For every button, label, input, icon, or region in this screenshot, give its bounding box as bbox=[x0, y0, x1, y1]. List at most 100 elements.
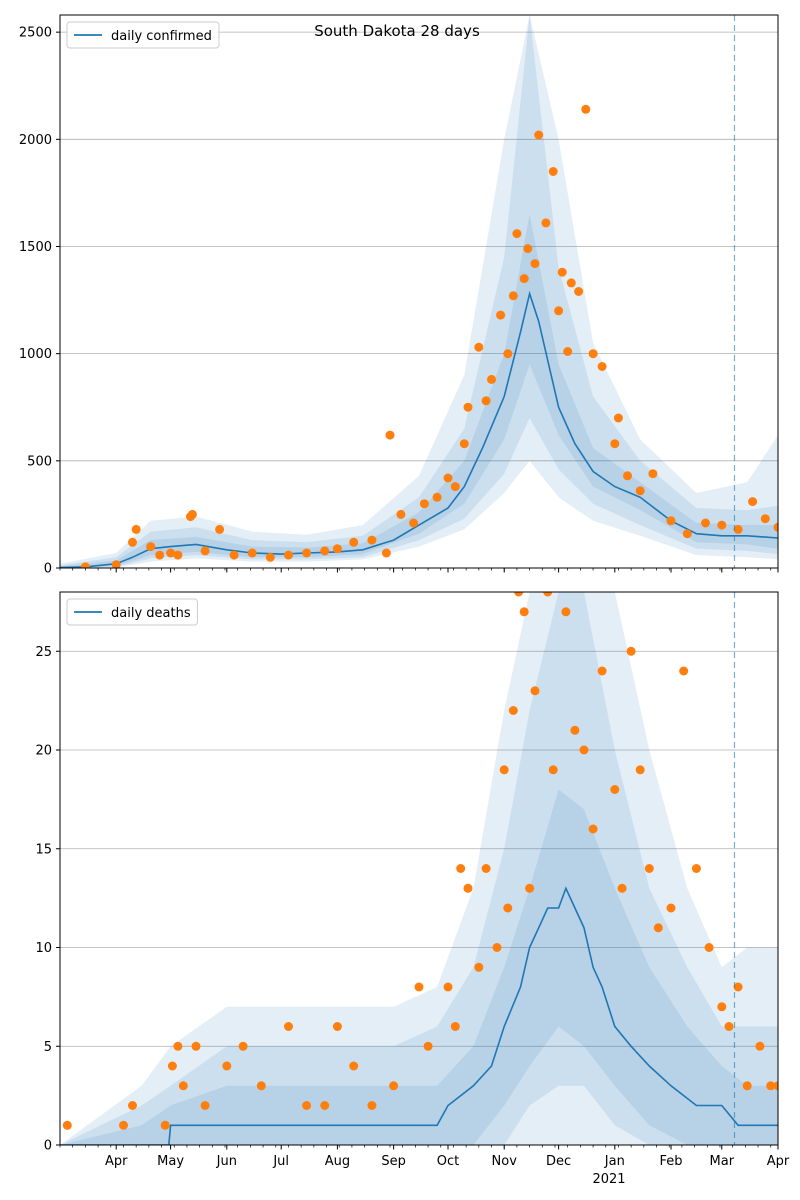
observed-point bbox=[284, 550, 293, 560]
observed-point bbox=[160, 1120, 170, 1130]
observed-point bbox=[534, 130, 544, 140]
observed-point bbox=[191, 1041, 201, 1051]
observed-point bbox=[512, 229, 522, 239]
observed-point bbox=[570, 725, 580, 735]
observed-point bbox=[396, 509, 406, 519]
observed-point bbox=[332, 544, 342, 554]
observed-point bbox=[80, 562, 90, 568]
observed-point bbox=[557, 267, 567, 277]
observed-point bbox=[597, 666, 607, 676]
observed-point bbox=[423, 1041, 433, 1051]
x-tick-label: Mar bbox=[710, 1154, 735, 1169]
observed-point bbox=[666, 903, 676, 913]
observed-point bbox=[548, 167, 558, 176]
observed-point bbox=[167, 1061, 177, 1071]
observed-point bbox=[229, 550, 239, 560]
observed-point bbox=[496, 310, 506, 320]
y-tick-label: 0 bbox=[44, 1139, 52, 1154]
observed-point bbox=[773, 1081, 778, 1091]
observed-point bbox=[530, 686, 540, 696]
observed-point bbox=[635, 765, 645, 775]
x-tick-label: Nov bbox=[492, 1154, 518, 1169]
observed-point bbox=[367, 1101, 377, 1110]
observed-point bbox=[644, 864, 654, 873]
observed-point bbox=[679, 666, 689, 676]
observed-point bbox=[499, 765, 509, 775]
observed-point bbox=[653, 923, 663, 933]
observed-point bbox=[733, 982, 743, 992]
band-interval_50 bbox=[60, 214, 778, 568]
observed-point bbox=[597, 362, 607, 371]
observed-point bbox=[755, 1041, 765, 1051]
observed-point bbox=[238, 1041, 248, 1051]
band-interval_50 bbox=[60, 789, 778, 1145]
observed-point bbox=[613, 413, 623, 423]
band-interval_95 bbox=[60, 592, 778, 1145]
observed-point bbox=[187, 509, 197, 519]
observed-point bbox=[701, 518, 710, 528]
y-tick-label: 0 bbox=[44, 562, 52, 577]
observed-point bbox=[588, 824, 598, 834]
observed-point bbox=[173, 550, 183, 560]
observed-point bbox=[610, 785, 620, 794]
observed-point bbox=[173, 1041, 183, 1051]
observed-point bbox=[178, 1081, 188, 1091]
y-tick-label: 10 bbox=[35, 941, 52, 956]
x-tick-label: Apr bbox=[105, 1154, 128, 1169]
observed-point bbox=[474, 342, 484, 352]
y-tick-label: 2500 bbox=[19, 26, 52, 41]
legend-box bbox=[66, 21, 220, 49]
x-tick-label: Apr bbox=[767, 1154, 790, 1169]
y-tick-label: 2000 bbox=[19, 133, 52, 148]
observed-point bbox=[487, 374, 496, 384]
observed-point bbox=[200, 546, 210, 556]
observed-point bbox=[691, 864, 701, 873]
chart-title: South Dakota 28 days bbox=[314, 22, 480, 40]
observed-point bbox=[222, 1061, 232, 1071]
observed-point bbox=[623, 471, 632, 481]
observed-point bbox=[635, 486, 645, 496]
observed-point bbox=[302, 1101, 312, 1110]
observed-point bbox=[773, 522, 778, 532]
observed-point bbox=[530, 259, 540, 269]
observed-point bbox=[548, 765, 558, 775]
band-interval_80 bbox=[60, 592, 778, 1145]
observed-point bbox=[349, 1061, 359, 1071]
observed-point bbox=[508, 706, 518, 715]
observed-point bbox=[523, 244, 533, 254]
observed-point bbox=[474, 962, 484, 972]
observed-point bbox=[155, 550, 165, 560]
observed-point bbox=[432, 492, 442, 502]
year-label: 2021 bbox=[592, 1172, 625, 1187]
y-tick-label: 500 bbox=[27, 454, 52, 469]
x-tick-label: Jun bbox=[216, 1154, 237, 1169]
band-interval_80 bbox=[60, 15, 778, 568]
observed-point bbox=[419, 499, 429, 509]
observed-point bbox=[610, 439, 620, 449]
observed-point bbox=[742, 1081, 752, 1091]
observed-point bbox=[463, 883, 473, 893]
observed-point bbox=[111, 560, 121, 568]
x-tick-label: Jan bbox=[604, 1154, 625, 1169]
observed-point bbox=[332, 1022, 342, 1031]
observed-point bbox=[717, 520, 727, 530]
observed-point bbox=[519, 607, 529, 617]
observed-point bbox=[666, 516, 676, 526]
x-tick-label: Oct bbox=[437, 1154, 459, 1169]
observed-point bbox=[128, 537, 137, 547]
x-tick-label: Jul bbox=[272, 1154, 289, 1169]
observed-point bbox=[385, 430, 395, 440]
legend-label: daily confirmed bbox=[111, 29, 212, 44]
observed-point bbox=[492, 943, 502, 952]
observed-point bbox=[717, 1002, 727, 1012]
observed-point bbox=[617, 883, 627, 893]
observed-point bbox=[566, 278, 576, 288]
x-tick-label: May bbox=[157, 1154, 184, 1169]
observed-point bbox=[381, 548, 391, 558]
observed-point bbox=[581, 104, 591, 114]
observed-point bbox=[481, 864, 491, 873]
observed-point bbox=[766, 1081, 776, 1091]
observed-point bbox=[579, 745, 589, 755]
y-tick-label: 1500 bbox=[19, 240, 52, 255]
